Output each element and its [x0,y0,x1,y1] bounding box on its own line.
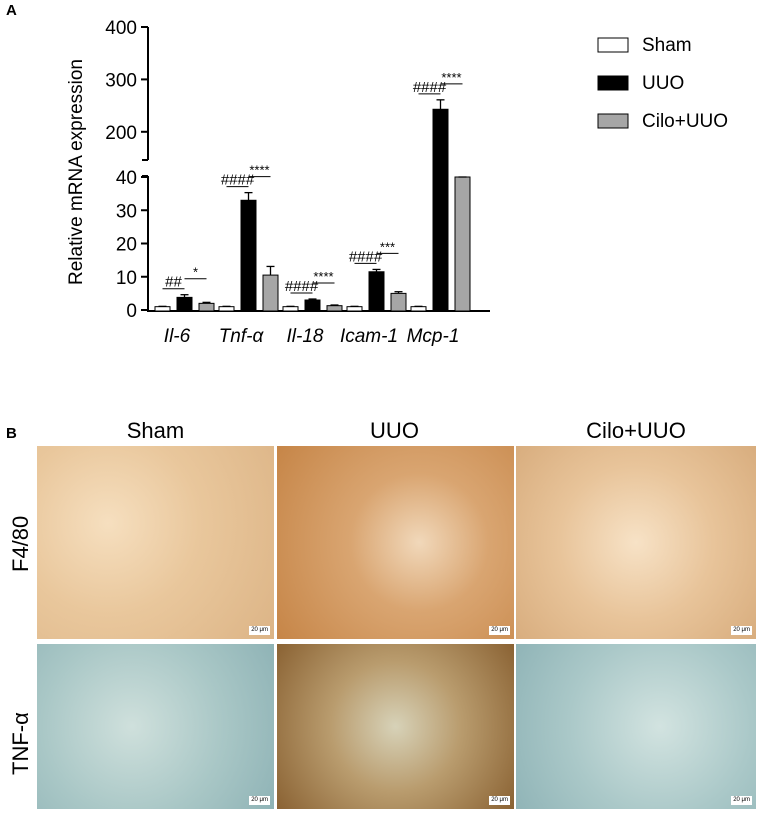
bar [262,274,279,312]
bar [218,306,235,312]
significance-label: #### [221,172,255,189]
y-tick-label: 30 [116,201,137,222]
micrograph-f480-uuo: 20 μm [277,446,514,639]
scale-bar: 20 μm [489,796,510,805]
x-tick-label: Icam-1 [340,326,398,347]
bar [410,306,427,312]
legend-swatch [597,75,629,91]
bar [346,306,363,312]
bar [390,292,407,312]
bar [176,296,193,312]
legend-label: Cilo+UUO [642,111,728,132]
significance-label: * [193,265,198,280]
legend-swatch [597,113,629,129]
panel-b-label: B [6,425,17,442]
x-tick-label: Il-18 [287,326,324,347]
y-tick-label: 400 [105,18,137,39]
scale-bar: 20 μm [731,796,752,805]
bar-chart: 0 10 20 30 40 200 300 400 Relative mRNA expressi… [66,18,728,347]
y-tick-label: 40 [116,168,137,189]
bar [326,305,343,312]
micrograph-f480-cilo-uuo: 20 μm [516,446,756,639]
row-label-f480: F4/80 [8,515,33,572]
x-tick-label: Mcp-1 [407,326,460,347]
legend-label: Sham [642,35,692,56]
micrograph-tnf-cilo-uuo: 20 μm [516,644,756,809]
bar [454,176,471,312]
scale-bar: 20 μm [249,796,270,805]
bar [304,299,321,312]
y-tick-label: 20 [116,235,137,256]
scale-bar: 20 μm [489,626,510,635]
y-tick-label: 300 [105,70,137,91]
significance-label: *** [380,239,395,254]
panel-a-label: A [6,2,17,19]
y-tick-label: 0 [126,301,137,322]
x-tick-label: Il-6 [164,326,191,347]
column-header-cilo-uuo: Cilo+UUO [586,418,686,443]
bar [154,306,171,312]
row-label-tnf-alpha: TNF-α [8,712,33,775]
significance-label: ## [165,274,182,291]
scale-bar: 20 μm [731,626,752,635]
legend-swatch [597,37,629,53]
significance-label: **** [313,269,333,284]
significance-label: **** [249,163,269,178]
bar [368,271,385,312]
micrograph-f480-sham: 20 μm [37,446,274,639]
column-header-uuo: UUO [370,418,419,443]
scale-bar: 20 μm [249,626,270,635]
column-header-sham: Sham [126,418,185,443]
bar [240,199,257,312]
micrograph-tnf-sham: 20 μm [37,644,274,809]
micrograph-tnf-uuo: 20 μm [277,644,514,809]
significance-label: **** [441,70,461,85]
significance-label: #### [349,248,383,265]
bar [432,108,449,312]
significance-label: #### [285,278,319,295]
y-tick-label: 10 [116,268,137,289]
bar [282,306,299,312]
bar [198,302,215,312]
legend-label: UUO [642,73,684,94]
significance-label: #### [413,79,447,96]
y-tick-label: 200 [105,123,137,144]
x-tick-label: Tnf-α [219,326,265,347]
y-axis-title: Relative mRNA expression [66,59,87,285]
